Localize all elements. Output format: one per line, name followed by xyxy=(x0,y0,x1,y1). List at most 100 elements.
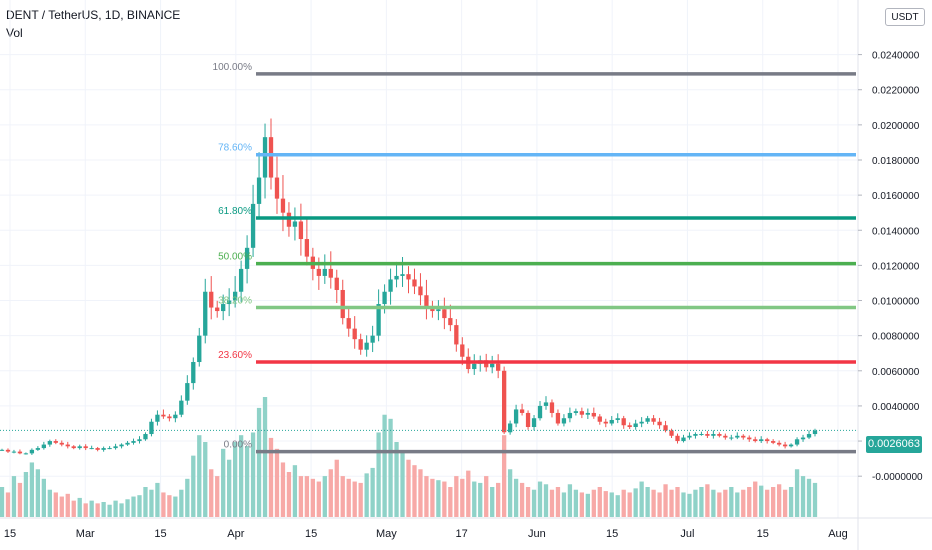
candle-body xyxy=(340,289,345,319)
candle-body xyxy=(232,291,238,301)
candle-body xyxy=(741,435,746,438)
volume-bar xyxy=(609,492,614,517)
candle-body xyxy=(155,414,160,422)
candle-body xyxy=(460,344,465,357)
candle-body xyxy=(119,444,124,447)
candle-body xyxy=(227,300,232,305)
candle-body xyxy=(131,441,136,443)
volume-bar xyxy=(687,493,692,517)
fib-level-label: 78.60% xyxy=(218,143,252,154)
candle-body xyxy=(729,437,734,439)
candle-body xyxy=(621,418,626,426)
volume-bar xyxy=(101,502,106,517)
price-tick-label: -0.0000000 xyxy=(872,472,923,483)
candle-body xyxy=(238,268,244,292)
volume-bar xyxy=(723,489,728,517)
candle-body xyxy=(513,409,519,424)
volume-bar xyxy=(0,487,5,517)
volume-bar xyxy=(466,470,471,517)
volume-bar xyxy=(155,482,160,517)
volume-bar xyxy=(496,482,501,517)
time-tick-label: 15 xyxy=(154,528,166,540)
volume-bar xyxy=(346,478,351,517)
volume-bar xyxy=(537,481,543,517)
candle-body xyxy=(388,279,393,292)
candle-body xyxy=(585,412,590,415)
volume-bar xyxy=(747,487,752,517)
candle-body xyxy=(436,309,441,312)
volume-bar xyxy=(244,446,250,517)
candle-body xyxy=(394,275,399,280)
volume-bar xyxy=(513,478,519,517)
candle-body xyxy=(221,304,226,312)
volume-bar xyxy=(83,503,88,517)
volume-bar xyxy=(161,492,166,517)
candle-body xyxy=(717,434,722,436)
volume-bar xyxy=(238,435,244,517)
symbol-title[interactable]: DENT / TetherUS, 1D, BINANCE xyxy=(6,8,181,22)
volume-bar xyxy=(280,462,286,517)
candle-body xyxy=(723,435,728,438)
price-tick-label: 0.0220000 xyxy=(872,86,920,97)
candle-body xyxy=(346,318,351,329)
candle-body xyxy=(17,451,23,454)
volume-bar xyxy=(107,504,112,517)
candle-body xyxy=(161,414,166,417)
candle-body xyxy=(89,448,94,450)
volume-bar xyxy=(484,476,489,517)
candle-body xyxy=(531,418,537,428)
volume-bar xyxy=(472,481,477,517)
candle-body xyxy=(525,412,531,428)
volume-bar xyxy=(310,478,316,517)
volume-bar xyxy=(639,481,644,517)
volume-bar xyxy=(137,495,142,517)
candle-body xyxy=(400,274,405,276)
volume-bar xyxy=(173,496,178,517)
volume-bar xyxy=(65,493,70,517)
candle-body xyxy=(406,274,411,280)
volume-bar xyxy=(490,487,495,517)
candle-body xyxy=(633,423,638,428)
candle-body xyxy=(788,444,794,447)
volume-bar xyxy=(759,485,764,517)
price-tick-label: 0.0080000 xyxy=(872,332,920,343)
candle-body xyxy=(41,444,46,449)
price-tick-label: 0.0140000 xyxy=(872,226,920,237)
time-tick-label: Jul xyxy=(680,528,694,540)
candle-body xyxy=(484,360,489,368)
volume-bar xyxy=(543,484,549,517)
candle-body xyxy=(711,434,716,436)
fib-level-label: 50.00% xyxy=(218,252,252,263)
price-tick-label: 0.0060000 xyxy=(872,367,920,378)
fib-level-label: 0.00% xyxy=(224,440,252,451)
candle-body xyxy=(537,405,543,419)
candle-body xyxy=(579,411,585,415)
candle-body xyxy=(262,137,268,178)
volume-bar xyxy=(597,487,602,517)
volume-bar xyxy=(47,489,52,517)
currency-unit-button[interactable]: USDT xyxy=(885,8,925,26)
volume-bar xyxy=(29,462,35,517)
candle-body xyxy=(113,446,118,449)
time-tick-label: Jun xyxy=(528,528,546,540)
candle-body xyxy=(454,325,459,345)
volume-bar xyxy=(340,476,345,517)
time-tick-label: Apr xyxy=(227,528,244,540)
candle-body xyxy=(191,362,196,384)
volume-bar xyxy=(675,487,680,517)
candle-body xyxy=(603,421,608,424)
volume-bar xyxy=(322,476,327,517)
candle-body xyxy=(442,309,447,319)
candle-body xyxy=(286,212,292,227)
price-tick-label: 0.0120000 xyxy=(872,261,920,272)
candle-body xyxy=(812,430,818,435)
candle-body xyxy=(501,370,507,433)
volume-bar xyxy=(149,489,154,517)
candle-body xyxy=(304,239,310,257)
price-tick-label: 0.0100000 xyxy=(872,297,920,308)
volume-bar xyxy=(681,492,686,517)
volume-bar xyxy=(17,482,23,517)
candle-body xyxy=(651,418,656,422)
volume-bar xyxy=(298,476,304,517)
